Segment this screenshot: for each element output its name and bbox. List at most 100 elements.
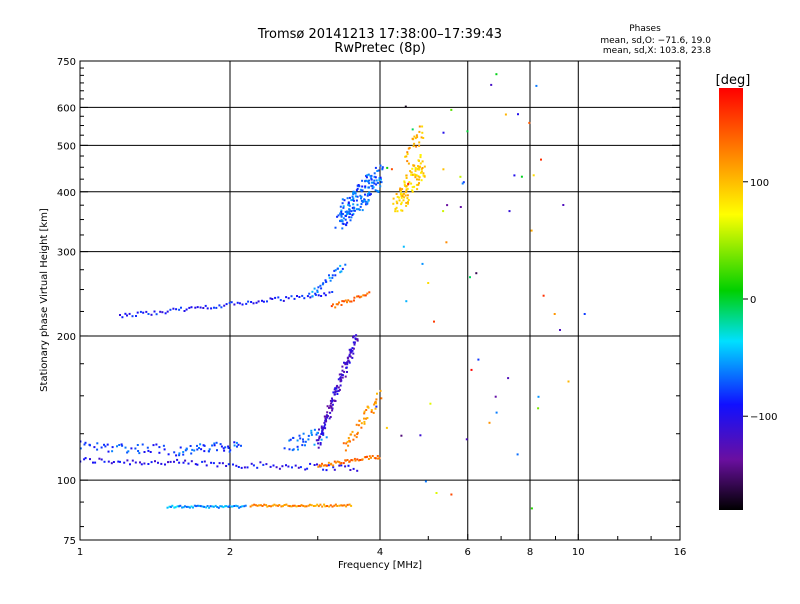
data-point — [325, 420, 328, 423]
data-point — [203, 505, 206, 508]
data-point — [370, 177, 373, 180]
data-point — [403, 181, 406, 184]
data-point — [254, 504, 257, 507]
data-point — [540, 158, 542, 161]
data-point — [349, 219, 352, 222]
data-point — [273, 503, 276, 506]
data-point — [530, 507, 533, 510]
data-point — [404, 194, 407, 197]
data-point — [208, 448, 211, 451]
data-point — [346, 197, 349, 200]
data-point — [187, 505, 190, 508]
data-point — [349, 213, 352, 215]
data-point — [128, 312, 131, 315]
data-point — [339, 377, 342, 380]
data-point — [399, 190, 402, 193]
data-point — [364, 193, 366, 196]
data-point — [353, 434, 356, 437]
data-point — [337, 378, 340, 381]
data-point — [188, 506, 191, 509]
data-point — [214, 504, 217, 507]
data-point — [318, 464, 321, 467]
data-point — [352, 347, 355, 350]
data-point — [341, 227, 344, 230]
data-point — [334, 226, 337, 229]
data-point — [324, 505, 327, 508]
data-point — [420, 168, 423, 171]
data-point — [459, 206, 462, 208]
data-point — [344, 299, 347, 302]
data-point — [124, 446, 127, 449]
data-point — [198, 504, 201, 507]
data-point — [416, 136, 419, 139]
data-point — [348, 353, 351, 356]
data-point — [334, 503, 337, 506]
x-tick-label: 4 — [377, 547, 383, 558]
data-point — [377, 169, 380, 172]
data-point — [93, 446, 96, 449]
data-point — [340, 462, 343, 464]
data-point — [80, 447, 82, 450]
data-point — [83, 443, 86, 446]
data-point — [396, 210, 399, 213]
data-point — [236, 301, 239, 304]
data-point — [283, 447, 286, 450]
data-point — [203, 460, 206, 463]
data-point — [154, 460, 156, 463]
data-point — [325, 436, 328, 439]
data-point — [341, 267, 344, 270]
data-point — [375, 398, 378, 401]
data-point — [227, 505, 230, 508]
data-point — [352, 206, 355, 209]
data-point — [414, 168, 417, 171]
data-point — [238, 302, 241, 305]
data-point — [461, 182, 464, 185]
data-point — [410, 182, 413, 185]
data-point — [364, 185, 367, 188]
data-point — [315, 439, 318, 442]
data-point — [350, 348, 352, 351]
data-point — [107, 460, 110, 463]
data-point — [140, 463, 143, 466]
data-point — [344, 459, 347, 462]
data-point — [322, 434, 325, 436]
x-axis-label: Frequency [MHz] — [338, 560, 422, 571]
data-point — [301, 444, 304, 447]
data-point — [162, 444, 165, 447]
data-point — [399, 187, 402, 190]
data-point — [419, 162, 422, 165]
data-point — [347, 444, 350, 447]
data-point — [355, 199, 358, 202]
data-point — [368, 193, 371, 196]
data-point — [123, 461, 126, 464]
data-point — [346, 357, 349, 360]
data-point — [298, 296, 301, 298]
data-point — [345, 214, 347, 217]
data-point — [235, 441, 238, 444]
data-point — [395, 193, 398, 195]
data-point — [314, 504, 317, 507]
data-point — [307, 438, 310, 441]
data-point — [230, 301, 233, 304]
data-point — [201, 505, 204, 508]
data-point — [414, 137, 417, 140]
data-point — [344, 363, 347, 366]
data-point — [325, 469, 328, 472]
data-point — [350, 300, 353, 303]
data-point — [271, 298, 274, 300]
data-point — [322, 282, 325, 285]
data-point — [403, 196, 406, 199]
data-point — [342, 442, 345, 445]
data-point — [411, 128, 414, 131]
data-point — [373, 179, 376, 182]
data-point — [111, 446, 114, 449]
data-point — [231, 505, 234, 508]
data-point — [292, 437, 295, 439]
data-point — [329, 399, 332, 402]
data-point — [375, 179, 378, 182]
data-point — [351, 347, 354, 350]
data-point — [362, 294, 365, 297]
data-point — [317, 286, 320, 289]
data-point — [342, 223, 345, 225]
data-point — [220, 445, 223, 448]
